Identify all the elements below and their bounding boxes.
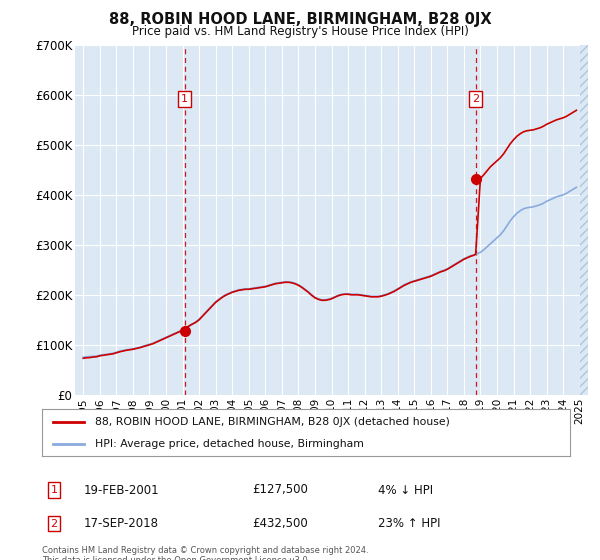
Text: Price paid vs. HM Land Registry's House Price Index (HPI): Price paid vs. HM Land Registry's House … <box>131 25 469 38</box>
Text: 1: 1 <box>50 485 58 495</box>
Text: 88, ROBIN HOOD LANE, BIRMINGHAM, B28 0JX: 88, ROBIN HOOD LANE, BIRMINGHAM, B28 0JX <box>109 12 491 27</box>
Text: 4% ↓ HPI: 4% ↓ HPI <box>378 483 433 497</box>
Text: 17-SEP-2018: 17-SEP-2018 <box>84 517 159 530</box>
Text: 2: 2 <box>50 519 58 529</box>
Text: £432,500: £432,500 <box>252 517 308 530</box>
Text: £127,500: £127,500 <box>252 483 308 497</box>
Text: 23% ↑ HPI: 23% ↑ HPI <box>378 517 440 530</box>
Text: 1: 1 <box>181 94 188 104</box>
Text: 19-FEB-2001: 19-FEB-2001 <box>84 483 160 497</box>
Text: HPI: Average price, detached house, Birmingham: HPI: Average price, detached house, Birm… <box>95 438 364 449</box>
Text: 2: 2 <box>472 94 479 104</box>
Text: 88, ROBIN HOOD LANE, BIRMINGHAM, B28 0JX (detached house): 88, ROBIN HOOD LANE, BIRMINGHAM, B28 0JX… <box>95 417 449 427</box>
Bar <box>580 45 588 395</box>
Text: Contains HM Land Registry data © Crown copyright and database right 2024.
This d: Contains HM Land Registry data © Crown c… <box>42 546 368 560</box>
